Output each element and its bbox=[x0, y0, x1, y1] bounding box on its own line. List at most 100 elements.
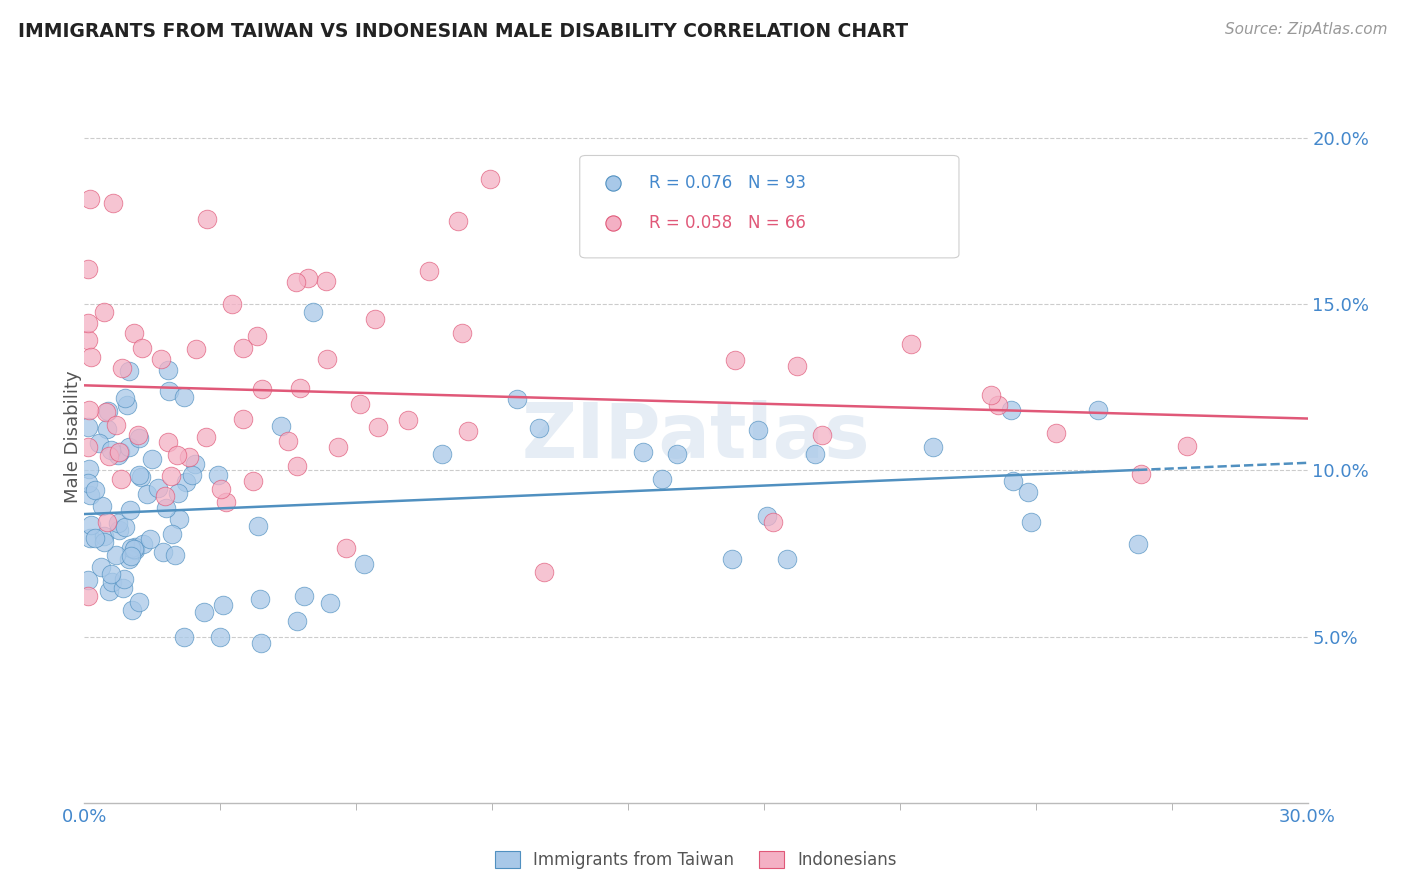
Point bbox=[221, 297, 243, 311]
Point bbox=[986, 398, 1008, 412]
Point bbox=[83, 483, 105, 497]
Text: ZIPatlas: ZIPatlas bbox=[522, 401, 870, 474]
Point bbox=[762, 515, 785, 529]
Point bbox=[418, 264, 440, 278]
Point bbox=[149, 351, 172, 366]
Point bbox=[804, 446, 827, 460]
Point bbox=[155, 500, 177, 515]
Point bbox=[396, 412, 419, 426]
Point bbox=[232, 412, 254, 426]
Point bbox=[208, 630, 231, 644]
Point bbox=[294, 590, 316, 604]
Point bbox=[90, 560, 112, 574]
Point bbox=[173, 630, 195, 644]
Point bbox=[328, 440, 350, 454]
Legend: Immigrants from Taiwan, Indonesians: Immigrants from Taiwan, Indonesians bbox=[488, 845, 904, 876]
Point bbox=[87, 435, 110, 450]
Point bbox=[301, 304, 323, 318]
Point bbox=[128, 431, 150, 445]
Point bbox=[900, 337, 922, 351]
Point bbox=[1045, 425, 1067, 440]
Point bbox=[166, 448, 188, 462]
Point bbox=[97, 449, 120, 463]
Point bbox=[118, 503, 141, 517]
Point bbox=[128, 595, 150, 609]
Point bbox=[117, 440, 139, 454]
Point bbox=[193, 605, 215, 619]
Point bbox=[285, 614, 308, 628]
Point bbox=[120, 541, 142, 555]
Point bbox=[207, 468, 229, 483]
Point bbox=[97, 404, 120, 418]
Point bbox=[122, 542, 145, 557]
Point bbox=[242, 474, 264, 488]
Point bbox=[98, 584, 121, 599]
Point bbox=[811, 427, 834, 442]
Point bbox=[100, 443, 122, 458]
Point bbox=[128, 468, 150, 483]
Point bbox=[430, 447, 453, 461]
Y-axis label: Male Disability: Male Disability bbox=[65, 371, 82, 503]
Point bbox=[114, 520, 136, 534]
Point bbox=[79, 462, 101, 476]
Point bbox=[152, 544, 174, 558]
Point bbox=[79, 488, 101, 502]
Point bbox=[93, 535, 115, 549]
Point bbox=[155, 490, 177, 504]
Point bbox=[112, 572, 135, 586]
Point bbox=[96, 422, 118, 436]
Point bbox=[1130, 467, 1153, 482]
Point bbox=[319, 596, 342, 610]
Point bbox=[166, 485, 188, 500]
Point bbox=[756, 509, 779, 524]
Point bbox=[80, 517, 103, 532]
Point bbox=[533, 565, 555, 579]
Point bbox=[174, 475, 197, 490]
Text: Source: ZipAtlas.com: Source: ZipAtlas.com bbox=[1225, 22, 1388, 37]
Point bbox=[105, 548, 128, 562]
Point bbox=[288, 381, 311, 395]
Point bbox=[79, 192, 101, 206]
Point bbox=[277, 434, 299, 449]
Point bbox=[104, 417, 127, 432]
Point bbox=[786, 359, 808, 373]
Point bbox=[157, 435, 180, 450]
Point bbox=[665, 446, 688, 460]
Point bbox=[479, 172, 502, 186]
Point bbox=[922, 440, 945, 454]
Point bbox=[1087, 402, 1109, 417]
Point bbox=[180, 467, 202, 482]
Point bbox=[131, 341, 153, 355]
Point bbox=[77, 402, 100, 417]
Point bbox=[335, 541, 357, 555]
Point bbox=[447, 214, 470, 228]
Point bbox=[117, 552, 139, 566]
Point bbox=[353, 558, 375, 572]
Point bbox=[127, 428, 149, 442]
Text: IMMIGRANTS FROM TAIWAN VS INDONESIAN MALE DISABILITY CORRELATION CHART: IMMIGRANTS FROM TAIWAN VS INDONESIAN MAL… bbox=[18, 22, 908, 41]
Point bbox=[83, 531, 105, 545]
Point bbox=[135, 487, 157, 501]
Point bbox=[1017, 485, 1039, 500]
Point bbox=[776, 552, 799, 566]
Point bbox=[980, 388, 1002, 402]
Point bbox=[93, 305, 115, 319]
Point bbox=[129, 470, 152, 484]
Point bbox=[110, 472, 132, 486]
Point bbox=[297, 270, 319, 285]
Point bbox=[122, 326, 145, 340]
Point bbox=[77, 574, 100, 588]
Point bbox=[195, 212, 218, 227]
Point bbox=[633, 445, 655, 459]
Point bbox=[79, 531, 101, 545]
Point bbox=[121, 603, 143, 617]
Point bbox=[107, 516, 129, 531]
Point bbox=[108, 445, 131, 459]
Point bbox=[101, 574, 124, 589]
Text: R = 0.058   N = 66: R = 0.058 N = 66 bbox=[650, 214, 807, 233]
Point bbox=[177, 450, 200, 464]
Point bbox=[451, 326, 474, 341]
Point bbox=[157, 384, 180, 398]
Point bbox=[77, 475, 100, 490]
Point bbox=[315, 274, 337, 288]
